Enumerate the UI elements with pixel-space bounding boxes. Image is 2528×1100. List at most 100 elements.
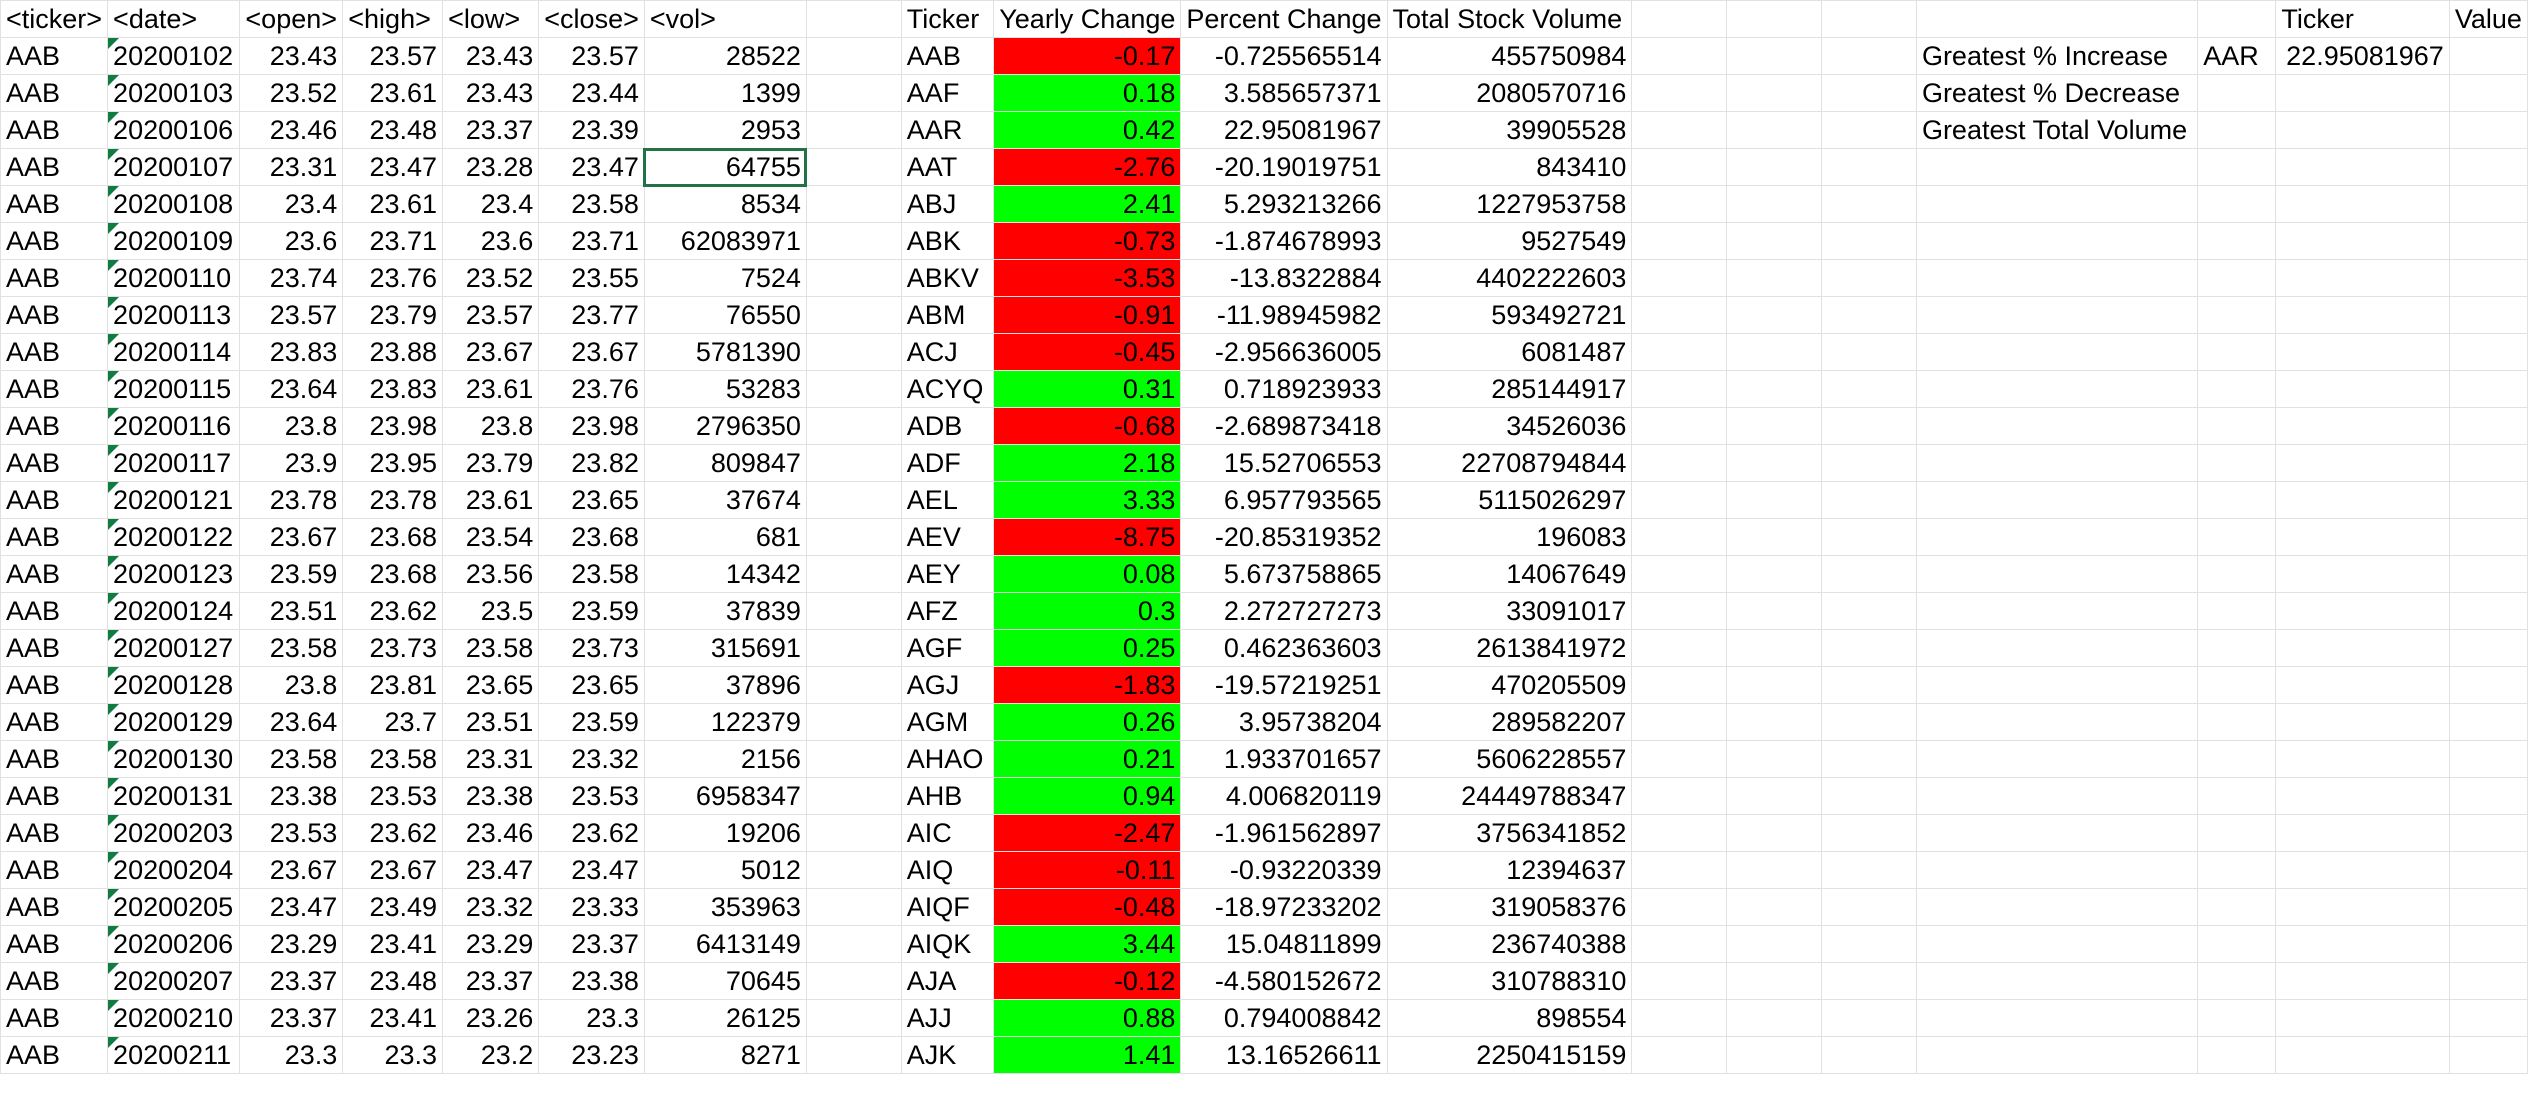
empty-cell[interactable] [1821,0,1917,38]
vol-cell[interactable]: 76550 [643,296,807,334]
empty-cell[interactable] [2448,37,2528,75]
yearly-change-cell[interactable]: -0.68 [993,407,1182,445]
empty-cell[interactable] [2197,888,2277,926]
total-volume-cell[interactable]: 196083 [1386,518,1633,556]
empty-cell[interactable] [1631,592,1728,630]
open-cell[interactable]: 23.64 [239,370,344,408]
empty-cell[interactable] [1915,999,2199,1037]
percent-change-cell[interactable]: -4.580152672 [1180,962,1388,1000]
empty-cell[interactable] [2275,555,2450,593]
empty-cell[interactable] [1631,629,1728,667]
empty-cell[interactable] [1631,703,1728,741]
low-cell[interactable]: 23.46 [442,814,540,852]
summary-ticker-cell[interactable]: AEY [900,555,995,593]
yearly-change-cell[interactable]: -2.47 [993,814,1182,852]
empty-cell[interactable] [1726,592,1823,630]
greatest-value-cell[interactable]: 22.95081967 [2275,37,2450,75]
vol-cell[interactable]: 353963 [643,888,807,926]
vol-cell[interactable]: 8271 [643,1036,807,1074]
empty-cell[interactable] [1915,555,2199,593]
empty-cell[interactable] [1821,962,1917,1000]
empty-cell[interactable] [1821,592,1917,630]
percent-change-cell[interactable]: 4.006820119 [1180,777,1388,815]
ticker-cell[interactable]: AAB [0,296,109,334]
empty-cell[interactable] [1915,851,2199,889]
yearly-change-cell[interactable]: 0.18 [993,74,1182,112]
summary-ticker-cell[interactable]: AGJ [900,666,995,704]
vol-cell[interactable]: 6413149 [643,925,807,963]
empty-cell[interactable] [1726,888,1823,926]
summary-ticker-cell[interactable]: ABKV [900,259,995,297]
total-volume-cell[interactable]: 24449788347 [1386,777,1633,815]
empty-cell[interactable] [2275,962,2450,1000]
total-volume-cell[interactable]: 3756341852 [1386,814,1633,852]
empty-cell[interactable] [2197,444,2277,482]
percent-change-cell[interactable]: -2.689873418 [1180,407,1388,445]
ticker-cell[interactable]: AAB [0,703,109,741]
total-volume-cell[interactable]: 4402222603 [1386,259,1633,297]
ticker-cell[interactable]: AAB [0,629,109,667]
date-cell[interactable]: 20200102 [107,37,241,75]
empty-cell[interactable] [1726,222,1823,260]
empty-cell[interactable] [1915,814,2199,852]
empty-cell[interactable] [1726,851,1823,889]
greatest-value-cell[interactable] [2275,111,2450,149]
empty-cell[interactable] [1821,518,1917,556]
ticker-cell[interactable]: AAB [0,185,109,223]
close-cell[interactable]: 23.37 [538,925,645,963]
header-low[interactable]: <low> [442,0,540,38]
empty-cell[interactable] [2448,185,2528,223]
low-cell[interactable]: 23.31 [442,740,540,778]
empty-cell[interactable] [2197,518,2277,556]
empty-cell[interactable] [1915,666,2199,704]
open-cell[interactable]: 23.31 [239,148,344,186]
percent-change-cell[interactable]: 3.95738204 [1180,703,1388,741]
header-ticker[interactable]: <ticker> [0,0,109,38]
high-cell[interactable]: 23.41 [342,925,444,963]
open-cell[interactable]: 23.43 [239,37,344,75]
percent-change-cell[interactable]: 0.462363603 [1180,629,1388,667]
empty-cell[interactable] [2448,666,2528,704]
greatest-label-cell[interactable]: Greatest % Decrease [1915,74,2199,112]
high-cell[interactable]: 23.88 [342,333,444,371]
high-cell[interactable]: 23.62 [342,592,444,630]
summary-header-yearly-change[interactable]: Yearly Change [993,0,1182,38]
date-cell[interactable]: 20200106 [107,111,241,149]
date-cell[interactable]: 20200108 [107,185,241,223]
low-cell[interactable]: 23.28 [442,148,540,186]
high-cell[interactable]: 23.68 [342,555,444,593]
high-cell[interactable]: 23.3 [342,1036,444,1074]
header-open[interactable]: <open> [239,0,344,38]
date-cell[interactable]: 20200124 [107,592,241,630]
empty-cell[interactable] [1821,999,1917,1037]
vol-cell[interactable]: 8534 [643,185,807,223]
total-volume-cell[interactable]: 12394637 [1386,851,1633,889]
empty-cell[interactable] [1726,74,1823,112]
date-cell[interactable]: 20200207 [107,962,241,1000]
empty-cell[interactable] [1631,444,1728,482]
empty-cell[interactable] [1915,185,2199,223]
close-cell[interactable]: 23.71 [538,222,645,260]
percent-change-cell[interactable]: 22.95081967 [1180,111,1388,149]
empty-cell[interactable] [1726,333,1823,371]
empty-cell[interactable] [1821,333,1917,371]
empty-cell[interactable] [2448,259,2528,297]
empty-cell[interactable] [2197,296,2277,334]
empty-cell[interactable] [1821,740,1917,778]
empty-cell[interactable] [1726,481,1823,519]
close-cell[interactable]: 23.67 [538,333,645,371]
open-cell[interactable]: 23.59 [239,555,344,593]
total-volume-cell[interactable]: 2080570716 [1386,74,1633,112]
high-cell[interactable]: 23.62 [342,814,444,852]
empty-cell[interactable] [1631,666,1728,704]
summary-ticker-cell[interactable]: AGF [900,629,995,667]
ticker-cell[interactable]: AAB [0,37,109,75]
summary-ticker-cell[interactable]: AJK [900,1036,995,1074]
empty-cell[interactable] [1821,74,1917,112]
open-cell[interactable]: 23.3 [239,1036,344,1074]
percent-change-cell[interactable]: -19.57219251 [1180,666,1388,704]
selected-cell[interactable]: 64755 [643,147,808,187]
total-volume-cell[interactable]: 455750984 [1386,37,1633,75]
empty-cell[interactable] [1915,296,2199,334]
